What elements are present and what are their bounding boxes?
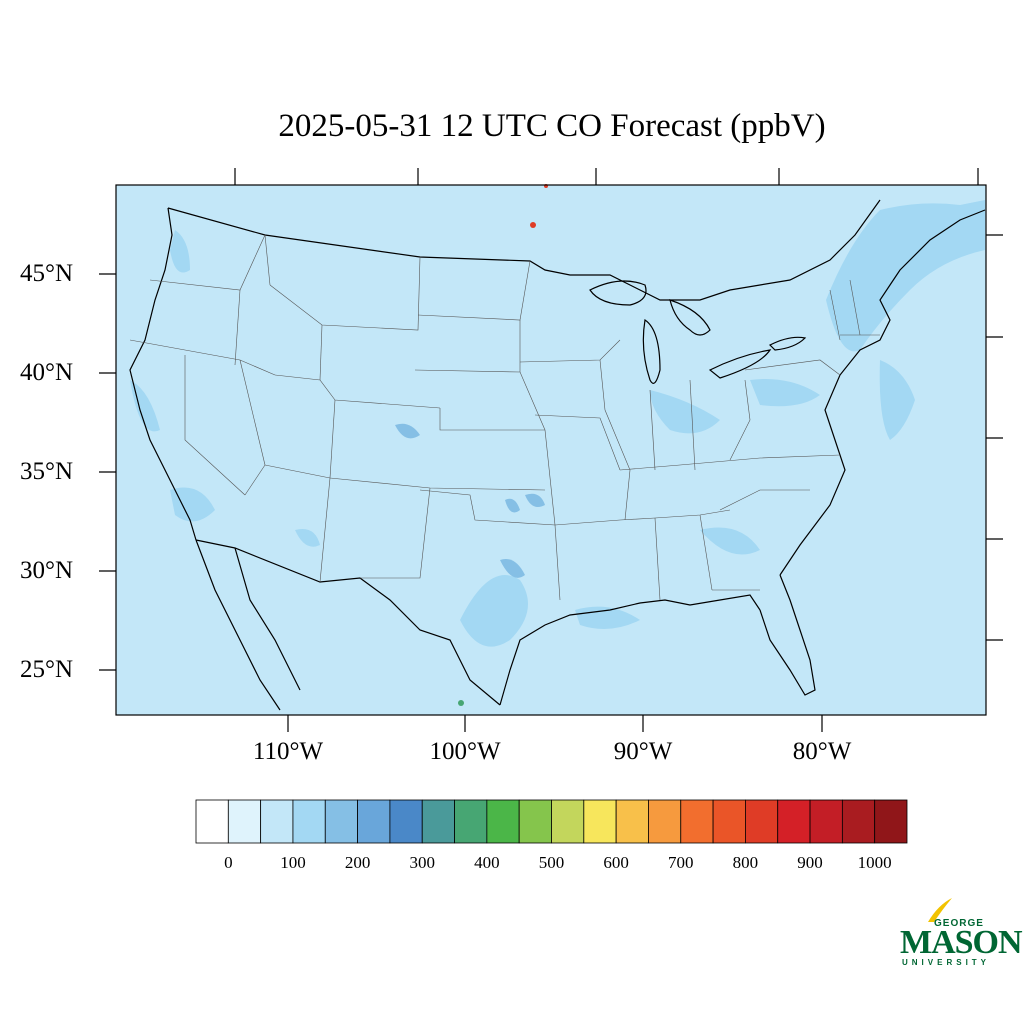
lat-label-45: 45°N — [20, 260, 74, 287]
coastline-and-borders — [129, 199, 986, 711]
lon-label-90w: 90°W — [613, 738, 673, 765]
lon-label-100w: 100°W — [429, 738, 501, 765]
mason-logo-leaf-icon — [928, 898, 952, 922]
co-concentration-blobs — [130, 184, 985, 706]
colorbar-swatch — [583, 799, 617, 844]
lon-label-80w: 80°W — [792, 738, 852, 765]
lat-label-35: 35°N — [20, 458, 74, 485]
colorbar-swatch — [357, 799, 391, 844]
colorbar-label: 500 — [538, 853, 565, 872]
logo-mason: MASON — [900, 924, 1023, 961]
lat-label-25: 25°N — [20, 656, 74, 683]
colorbar-swatch — [421, 799, 455, 844]
colorbar-swatch — [518, 799, 552, 844]
colorbar-label: 600 — [603, 853, 629, 872]
map-title: 2025-05-31 12 UTC CO Forecast (ppbV) — [278, 108, 826, 144]
colorbar-swatch — [615, 799, 649, 844]
state-boundaries — [129, 234, 880, 601]
colorbar-swatch — [260, 799, 294, 844]
logo-university: UNIVERSITY — [902, 958, 991, 967]
colorbar-swatch — [680, 799, 714, 844]
colorbar-label: 1000 — [857, 853, 892, 872]
colorbar-swatch — [712, 799, 746, 844]
lon-label-110w: 110°W — [252, 738, 324, 765]
colorbar-swatch — [777, 799, 811, 844]
colorbar-label: 800 — [732, 853, 759, 872]
colorbar-label: 300 — [409, 853, 435, 872]
gmu-logo: GEORGE MASON UNIVERSITY — [896, 900, 1023, 970]
colorbar-swatch — [551, 799, 585, 844]
map-frame — [115, 184, 987, 716]
logo-george: GEORGE — [934, 918, 984, 929]
colorbar-label: 100 — [280, 853, 306, 872]
lat-label-30: 30°N — [20, 557, 74, 584]
colorbar-label: 200 — [344, 853, 371, 872]
colorbar-swatch — [745, 799, 779, 844]
colorbar — [195, 799, 908, 844]
colorbar-swatch — [227, 799, 262, 844]
map-ticks — [99, 168, 1003, 732]
lat-label-40: 40°N — [20, 359, 74, 386]
colorbar-label: 0 — [224, 853, 233, 872]
colorbar-swatch — [648, 799, 682, 844]
colorbar-swatch — [809, 799, 843, 844]
colorbar-label: 700 — [668, 853, 694, 872]
colorbar-label: 400 — [474, 853, 500, 872]
colorbar-swatch — [324, 799, 358, 844]
colorbar-swatch — [486, 799, 520, 844]
colorbar-swatch — [874, 799, 908, 844]
colorbar-swatch — [292, 799, 326, 844]
colorbar-label: 900 — [797, 853, 823, 872]
colorbar-swatch — [841, 799, 876, 844]
colorbar-swatch — [454, 799, 488, 844]
colorbar-swatch — [195, 799, 229, 844]
colorbar-swatch — [389, 799, 423, 844]
